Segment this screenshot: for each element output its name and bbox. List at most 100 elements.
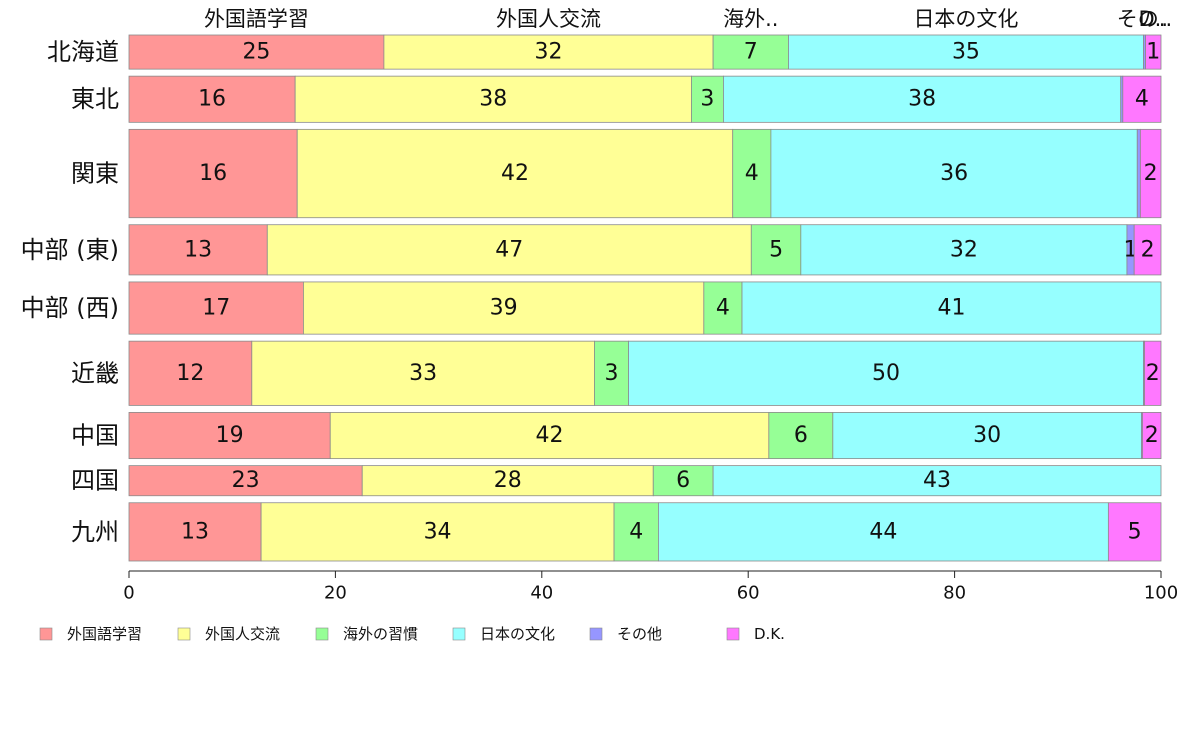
bar-segment — [383, 34, 714, 70]
bar-segment — [613, 502, 659, 562]
data-label: 32 — [950, 237, 978, 262]
bar-segment — [128, 75, 296, 123]
data-label: 3 — [604, 361, 618, 386]
bar-segment — [128, 340, 253, 406]
row-label: 北海道 — [47, 38, 119, 66]
row-label: 中国 — [71, 422, 119, 450]
legend-swatch — [177, 627, 191, 641]
data-label: 38 — [908, 87, 936, 112]
row-label: 近畿 — [71, 359, 119, 387]
legend-label: 日本の文化 — [480, 625, 555, 643]
x-tick-label: 60 — [737, 583, 760, 604]
column-label: 外国語学習 — [204, 7, 309, 31]
data-label: 44 — [869, 519, 897, 544]
data-label: 4 — [629, 519, 643, 544]
data-label: 30 — [973, 423, 1001, 448]
data-label: 36 — [940, 161, 968, 186]
data-label: 42 — [501, 161, 529, 186]
data-label: 34 — [424, 519, 452, 544]
bar-segment — [128, 502, 262, 562]
data-label: 12 — [176, 361, 204, 386]
data-label: 42 — [536, 423, 564, 448]
legend: 外国語学習 外国人交流 海外の習慣 日本の文化 その他 D.K. — [39, 625, 785, 643]
bar-segment — [712, 34, 789, 70]
data-label: 33 — [409, 361, 437, 386]
legend-swatch — [452, 627, 466, 641]
data-label: 2 — [1141, 237, 1155, 262]
bar-segment — [741, 281, 1162, 335]
x-tick-label: 20 — [324, 583, 347, 604]
data-label: 39 — [490, 296, 518, 321]
bar-segment — [770, 128, 1138, 219]
x-tick-label: 0 — [123, 583, 134, 604]
data-label: 2 — [1145, 423, 1159, 448]
data-label: 6 — [676, 468, 690, 493]
legend-swatch — [589, 627, 603, 641]
row-label: 関東 — [71, 160, 119, 188]
bar-segment — [361, 465, 654, 497]
bar-segment — [712, 465, 1162, 497]
row-label: 中部 (西) — [21, 294, 119, 322]
data-label: 25 — [242, 40, 270, 65]
data-label: 4 — [745, 161, 759, 186]
row-label: 四国 — [71, 467, 119, 495]
bar-segment — [294, 75, 692, 123]
bars-group: 25 32 7 35 116 38 3 38 416 42 4 36 213 47 5 32 1 217 39 4 41… — [128, 34, 1162, 562]
bar-segment — [691, 75, 724, 123]
bar-segment — [1107, 502, 1162, 562]
bar-segment — [652, 465, 714, 497]
column-label: 日本の文化 — [913, 7, 1018, 31]
data-label: 35 — [952, 40, 980, 65]
bar-segment — [594, 340, 629, 406]
bar-segment — [832, 412, 1142, 460]
data-label: 3 — [700, 87, 714, 112]
data-label: 17 — [202, 296, 230, 321]
bar-segment — [1145, 34, 1162, 70]
data-label: 23 — [232, 468, 260, 493]
data-label: 6 — [794, 423, 808, 448]
bar-segment — [128, 465, 363, 497]
bar-segment — [723, 75, 1122, 123]
bar-segment — [1136, 128, 1141, 219]
column-label: 外国人交流 — [496, 7, 601, 31]
legend-swatch — [726, 627, 740, 641]
bar-segment — [1139, 128, 1162, 219]
bar-segment — [1122, 75, 1162, 123]
row-label: 九州 — [71, 518, 119, 546]
legend-label: D.K. — [754, 625, 785, 643]
bar-segment — [128, 412, 331, 460]
bar-segment — [732, 128, 772, 219]
bar-segment — [750, 224, 802, 276]
bar-segment — [1142, 412, 1162, 460]
legend-swatch — [39, 627, 53, 641]
x-tick-label: 100 — [1144, 583, 1178, 604]
bar-segment — [128, 128, 298, 219]
legend-swatch — [315, 627, 329, 641]
data-label: 50 — [872, 361, 900, 386]
bar-segment — [128, 281, 304, 335]
data-label: 7 — [744, 40, 758, 65]
row-label: 中部 (東) — [21, 236, 119, 264]
bar-segment — [128, 34, 385, 70]
data-label: 4 — [716, 296, 730, 321]
data-label: 4 — [1135, 87, 1149, 112]
x-axis: 0 20 40 60 80 100 — [123, 570, 1178, 604]
data-label: 13 — [184, 237, 212, 262]
data-label: 13 — [181, 519, 209, 544]
data-label: 16 — [199, 161, 227, 186]
bar-segment — [260, 502, 615, 562]
column-label: 海外.. — [723, 7, 778, 31]
data-label: 19 — [216, 423, 244, 448]
data-label: 2 — [1146, 361, 1160, 386]
data-label: 43 — [923, 468, 951, 493]
legend-label: その他 — [617, 625, 662, 643]
x-tick-label: 80 — [943, 583, 966, 604]
data-label: 2 — [1144, 161, 1158, 186]
bar-segment — [128, 224, 268, 276]
legend-label: 外国語学習 — [67, 625, 142, 643]
x-tick-label: 40 — [530, 583, 553, 604]
bar-segment — [1133, 224, 1162, 276]
data-label: 47 — [495, 237, 523, 262]
